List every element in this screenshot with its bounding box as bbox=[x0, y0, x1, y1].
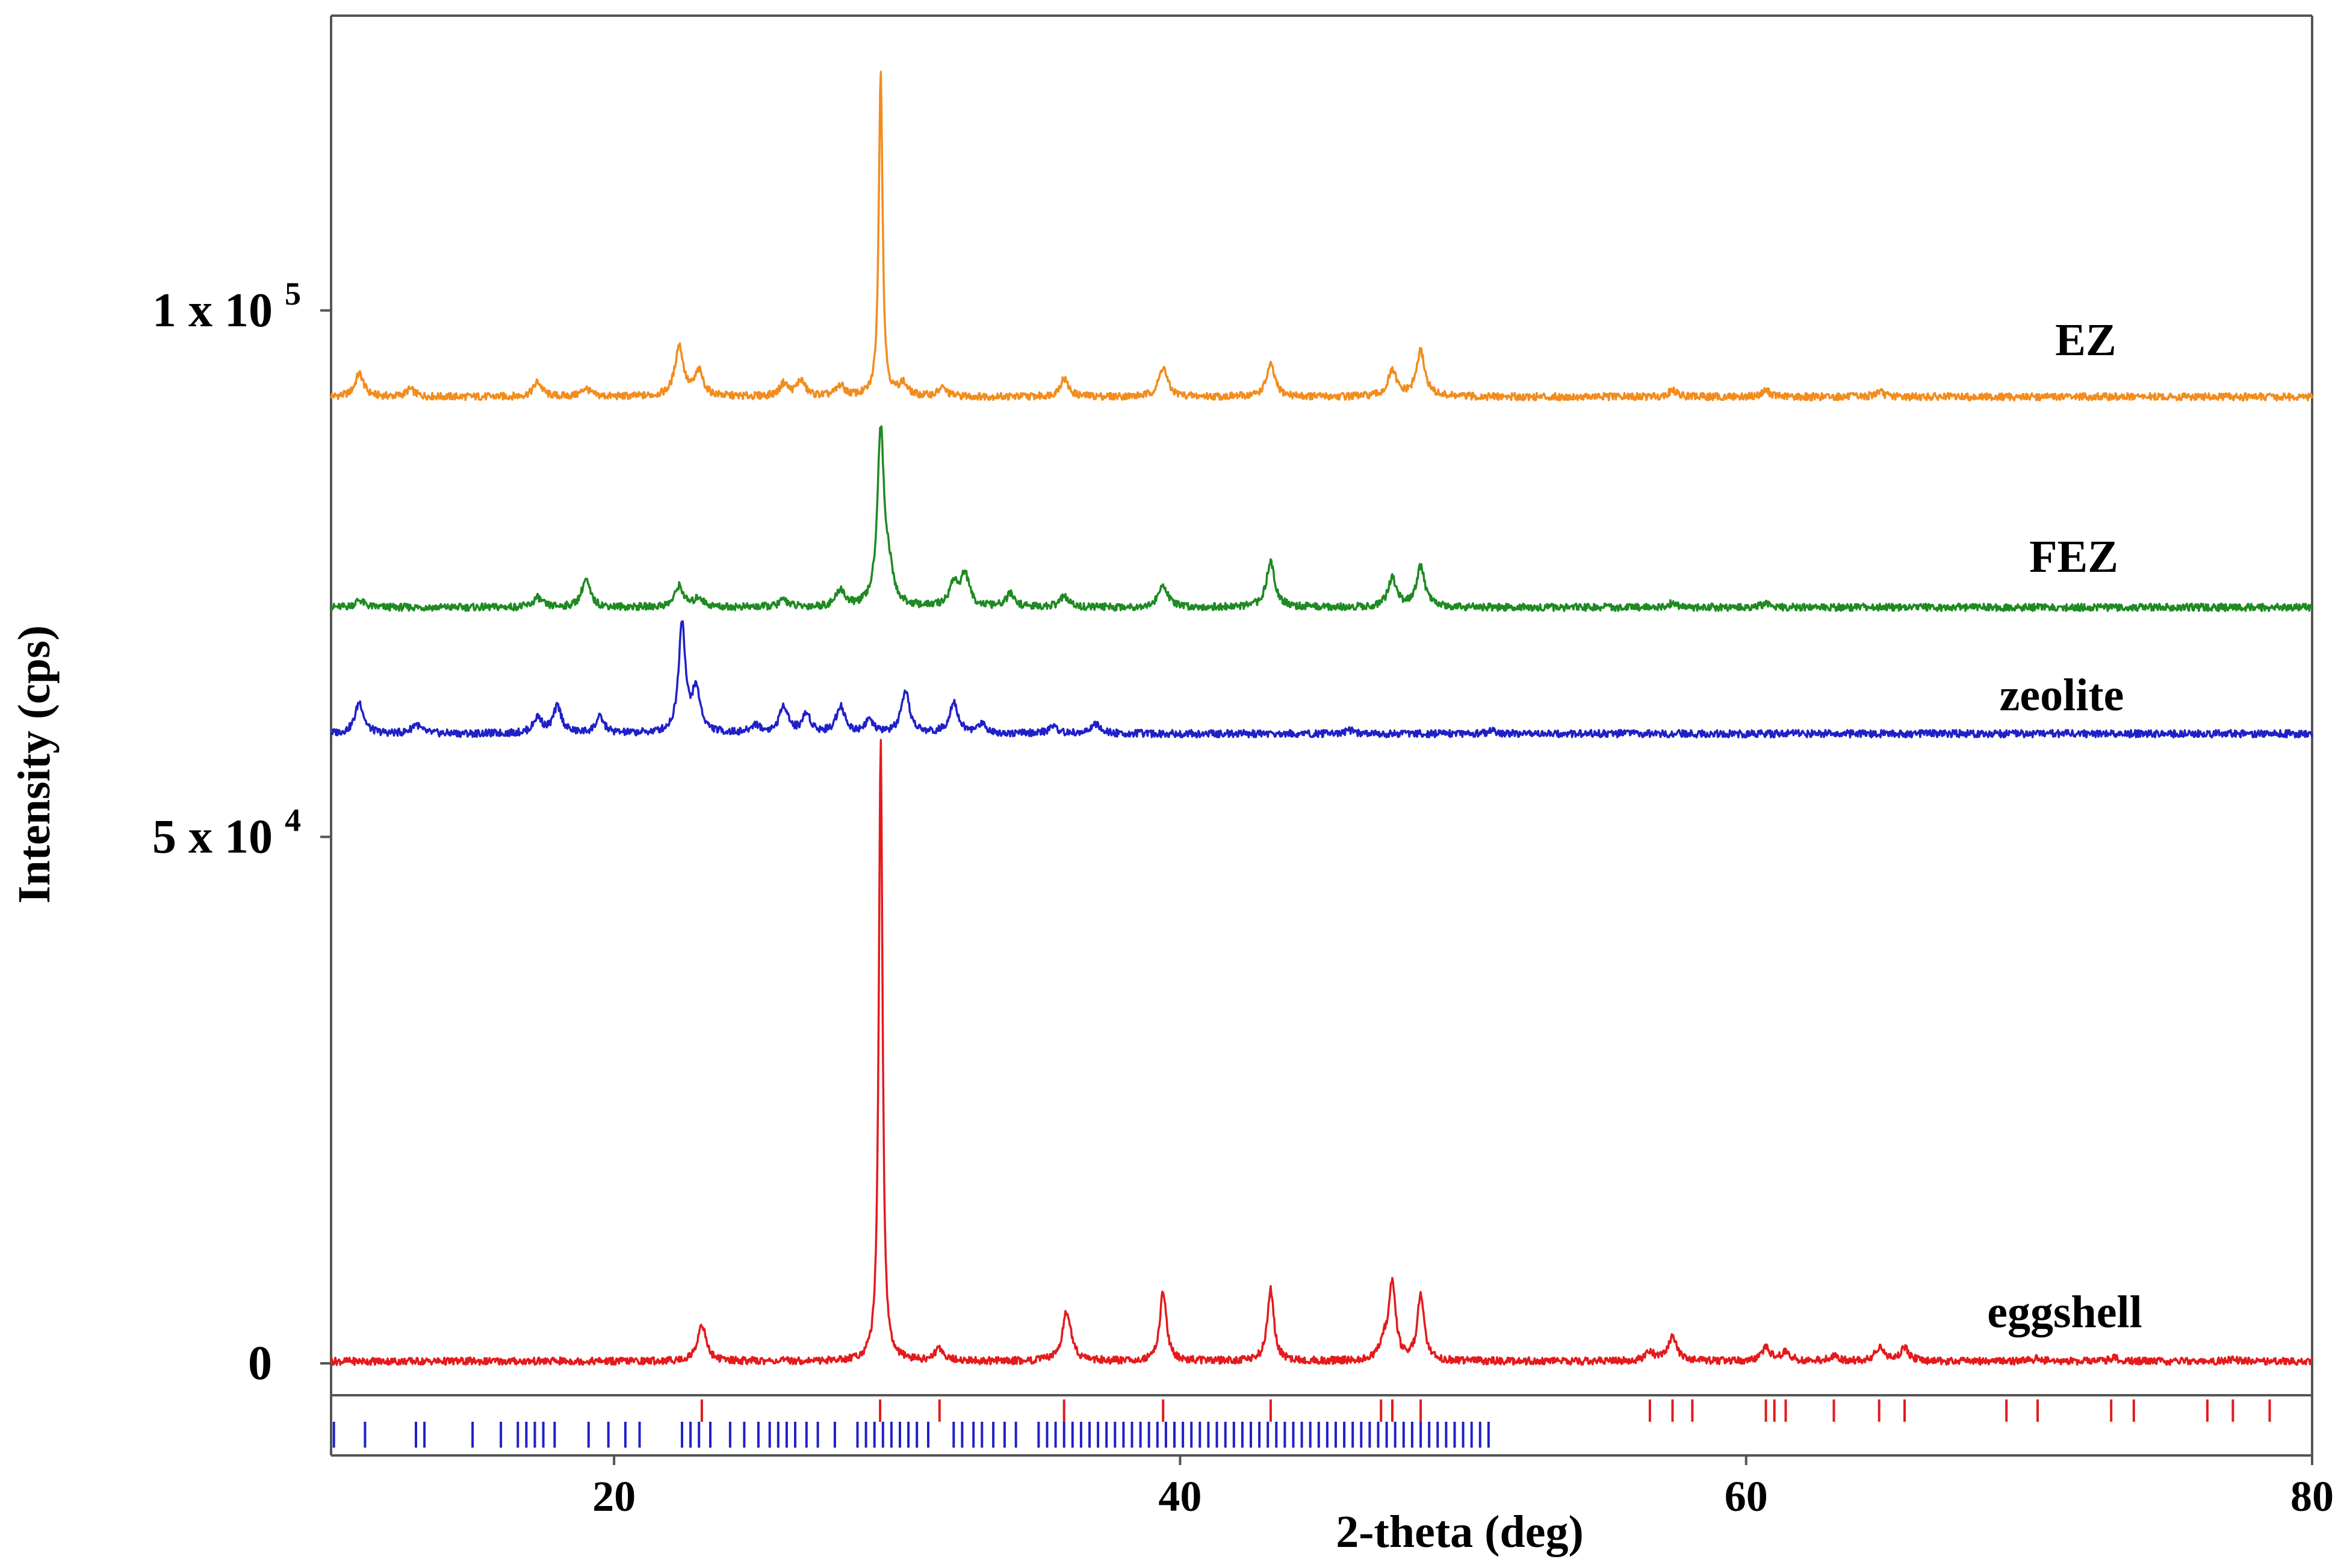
y-axis-title: Intensity (cps) bbox=[9, 625, 60, 903]
y-tick-label: 0 bbox=[248, 1337, 272, 1390]
x-tick-label: 80 bbox=[2290, 1472, 2334, 1520]
x-tick-label: 20 bbox=[592, 1472, 636, 1520]
series-labels: EZ FEZ zeolite eggshell bbox=[1987, 315, 2142, 1337]
series-line-zeolite bbox=[330, 620, 2313, 739]
plot-frame bbox=[330, 14, 2313, 1457]
x-axis-ticks: 20 40 60 80 bbox=[592, 1455, 2334, 1520]
series-line-fez bbox=[330, 425, 2313, 612]
reference-ticks bbox=[332, 1399, 2271, 1448]
series-label-fez: FEZ bbox=[2029, 531, 2118, 582]
series-label-ez: EZ bbox=[2055, 315, 2116, 365]
series-label-eggshell: eggshell bbox=[1987, 1287, 2142, 1337]
x-tick-label: 60 bbox=[1725, 1472, 1768, 1520]
series-lines bbox=[330, 70, 2313, 1366]
series-line-ez bbox=[330, 70, 2313, 402]
y-axis-ticks: 0 5 x 10 4 1 x 10 5 bbox=[152, 276, 331, 1390]
series-line-eggshell bbox=[330, 739, 2313, 1366]
y-tick-label: 5 x 10 4 bbox=[152, 802, 301, 863]
series-label-zeolite: zeolite bbox=[2000, 670, 2124, 720]
y-tick-label: 1 x 10 5 bbox=[152, 276, 301, 337]
x-axis-title: 2-theta (deg) bbox=[1336, 1507, 1584, 1557]
x-tick-label: 40 bbox=[1158, 1472, 1202, 1520]
